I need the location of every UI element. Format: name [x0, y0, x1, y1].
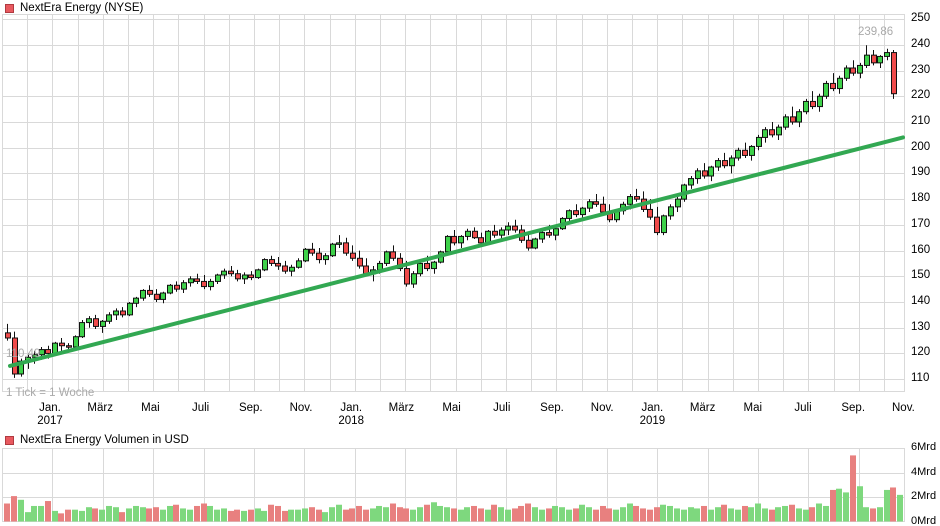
x-axis-year: 2017: [37, 415, 63, 427]
x-axis-month: Nov.: [289, 402, 313, 414]
price-y-tick: 170: [911, 217, 931, 230]
volume-y-tick: 6Mrd: [911, 441, 937, 453]
x-axis-tick: Juli: [192, 402, 209, 415]
price-y-tick: 200: [911, 140, 931, 153]
x-axis-month: Sep.: [841, 402, 866, 414]
x-axis-tick: Jan. 2017: [37, 402, 63, 428]
price-chart-header: NextEra Energy (NYSE): [5, 2, 143, 14]
volume-chart-header: NextEra Energy Volumen in USD: [5, 434, 189, 446]
x-axis-tick: Nov.: [591, 402, 614, 415]
x-axis-month: Nov.: [590, 402, 614, 414]
x-axis-tick: Mai: [141, 402, 160, 415]
red-square-icon: [5, 435, 14, 445]
x-axis-month: Jan.: [340, 402, 363, 414]
x-axis-year: 2018: [338, 415, 364, 427]
price-y-tick: 220: [911, 89, 931, 102]
x-axis-month: Sep.: [540, 402, 564, 414]
x-axis-tick: Sep.: [841, 402, 865, 415]
x-axis-month: Mai: [141, 402, 160, 414]
volume-chart-title: NextEra Energy Volumen in USD: [20, 434, 189, 446]
x-axis-tick: März: [389, 402, 415, 415]
x-axis: Jan. 2017 März Mai Juli Sep. Nov. Jan. 2018 März M…: [0, 398, 940, 434]
x-axis-month: Juli: [493, 402, 511, 414]
price-y-tick: 250: [911, 12, 931, 25]
x-axis-tick: März: [87, 402, 113, 415]
price-y-tick: 140: [911, 295, 931, 307]
x-axis-tick: März: [690, 402, 716, 415]
x-axis-tick: Nov.: [290, 402, 313, 415]
x-axis-month: März: [689, 402, 716, 414]
price-y-tick: 190: [911, 166, 931, 179]
x-axis-month: Jan.: [39, 402, 61, 414]
volume-y-tick: 2Mrd: [911, 490, 937, 503]
volume-bars-svg: [2, 448, 905, 522]
x-axis-month: Juli: [191, 402, 210, 414]
x-axis-tick: Sep.: [239, 402, 263, 415]
price-y-tick: 230: [911, 63, 931, 76]
x-axis-tick: Juli: [493, 402, 510, 415]
x-axis-tick: Sep.: [540, 402, 564, 415]
x-axis-tick: Mai: [442, 402, 461, 415]
x-axis-month: Mai: [743, 402, 763, 414]
x-axis-month: Juli: [794, 402, 812, 414]
price-y-tick: 180: [911, 192, 931, 205]
x-axis-tick: Nov.: [892, 402, 915, 415]
price-y-tick: 130: [911, 320, 931, 333]
x-axis-year: 2019: [639, 415, 666, 427]
red-square-icon: [5, 3, 14, 13]
x-axis-tick: Juli: [794, 402, 811, 415]
volume-y-tick: 0Mrd: [911, 515, 937, 526]
x-axis-tick: Mai: [744, 402, 763, 415]
x-axis-month: Jan.: [641, 402, 664, 414]
volume-y-tick: 4Mrd: [911, 465, 937, 478]
tick-interval-note: 1 Tick = 1 Woche: [6, 387, 95, 399]
price-y-tick: 210: [911, 115, 931, 127]
price-y-tick: 150: [911, 269, 931, 282]
period-low-label: 110,49: [6, 348, 41, 360]
volume-chart-panel: [2, 448, 905, 522]
price-chart-panel: [2, 14, 905, 392]
x-axis-month: März: [87, 402, 113, 414]
price-y-tick: 120: [911, 346, 931, 359]
price-y-tick: 240: [911, 37, 931, 50]
x-axis-month: Sep.: [238, 402, 263, 414]
x-axis-month: Mai: [442, 402, 461, 414]
price-candlestick-svg: [2, 14, 905, 392]
x-axis-tick: Jan. 2019: [640, 402, 666, 428]
x-axis-month: Nov.: [891, 402, 915, 414]
volume-plot-area: [2, 448, 905, 522]
period-high-label: 239,86: [858, 26, 894, 38]
price-chart-title: NextEra Energy (NYSE): [20, 2, 144, 14]
x-axis-month: März: [388, 402, 415, 414]
price-y-tick: 160: [911, 243, 931, 256]
x-axis-tick: Jan. 2018: [338, 402, 364, 428]
price-plot-area: [2, 14, 905, 392]
price-y-tick: 110: [911, 372, 930, 385]
